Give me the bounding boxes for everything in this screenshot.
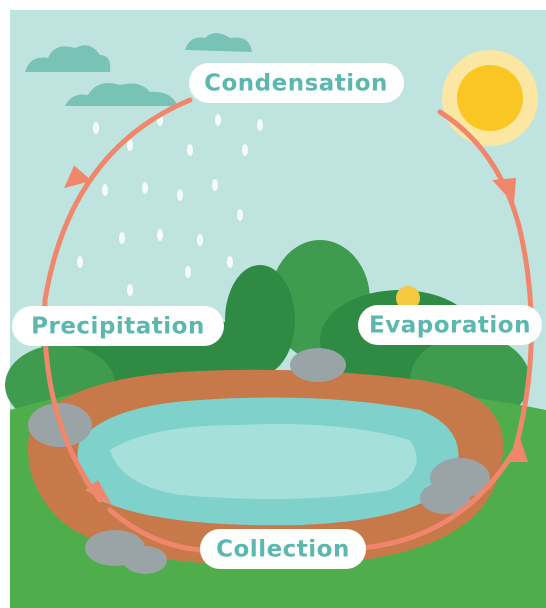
pond-shallows: [110, 424, 417, 499]
condensation-label: Condensation: [204, 71, 388, 97]
sun: [442, 50, 538, 146]
precipitation-label: Precipitation: [31, 314, 205, 340]
collection-label: Collection: [216, 537, 350, 563]
water-cycle-diagram: Condensation Precipitation Evaporation C…: [0, 0, 546, 608]
evaporation-label: Evaporation: [369, 313, 531, 339]
